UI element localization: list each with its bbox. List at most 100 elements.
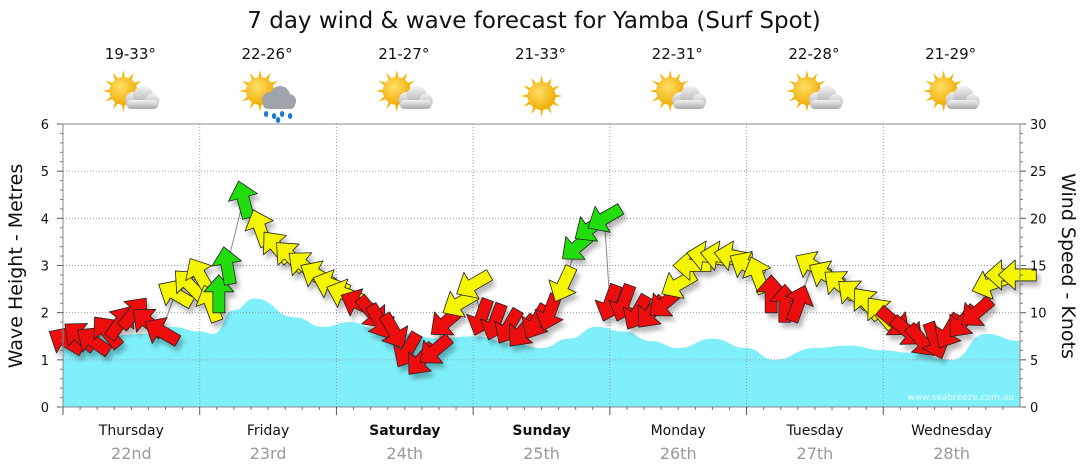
partly-cloudy-icon xyxy=(102,70,160,112)
wind-connector xyxy=(160,293,176,332)
sun-ray xyxy=(121,103,126,112)
day-name: Sunday xyxy=(512,423,570,439)
showers-icon xyxy=(239,70,297,123)
wind-arrows xyxy=(48,180,1037,375)
day-name: Thursday xyxy=(98,423,164,439)
sun-ray xyxy=(102,89,111,93)
cloud xyxy=(945,86,980,109)
day-temperature: 22-28° xyxy=(788,45,839,63)
cloud xyxy=(125,86,160,109)
wind-arrow xyxy=(378,311,409,349)
right-tick-label: 15 xyxy=(1030,260,1047,275)
cloud xyxy=(808,86,843,109)
rain-drop xyxy=(279,111,285,117)
sun-ray xyxy=(395,103,399,112)
cloud xyxy=(398,86,433,109)
sun-ray xyxy=(121,70,126,79)
wind-arrow xyxy=(211,246,242,286)
day-temperature: 21-33° xyxy=(515,45,566,63)
right-axis-title: Wind Speed - Knots xyxy=(1057,173,1079,359)
right-tick-label: 10 xyxy=(1030,307,1047,322)
day-labels: Thursday 22nd Friday 23rd Saturday 24th Sunday… xyxy=(62,407,1004,463)
temperature-row: 19-33° 22-26° 21-27° 21-33° 22-31° 22-28° 21-2… xyxy=(105,45,976,63)
day-temperature: 21-27° xyxy=(378,45,429,63)
day-temperature: 19-33° xyxy=(105,45,156,63)
day-name: Tuesday xyxy=(785,423,843,439)
partly-cloudy-icon xyxy=(922,70,980,112)
left-tick-label: 4 xyxy=(41,212,49,227)
sun-ray xyxy=(805,103,809,112)
right-axis: 0 5 10 15 20 25 30 xyxy=(1020,118,1047,416)
rain-drop xyxy=(275,117,281,123)
sun-ray xyxy=(805,70,809,79)
left-tick-label: 5 xyxy=(41,165,49,180)
left-tick-label: 6 xyxy=(41,118,49,133)
rain-drop xyxy=(263,111,269,117)
sun-ray xyxy=(922,89,931,93)
sun-ray xyxy=(258,103,262,112)
left-axis: 0 1 2 3 4 5 6 xyxy=(41,118,63,416)
wind-arrow xyxy=(587,203,625,233)
rain-drop xyxy=(287,113,293,119)
right-tick-label: 25 xyxy=(1030,165,1047,180)
rain-drop xyxy=(271,113,277,119)
plot-area: www.seabreeze.com.au xyxy=(48,123,1037,408)
left-tick-label: 1 xyxy=(41,354,49,369)
sun-ray xyxy=(539,75,544,84)
right-tick-label: 30 xyxy=(1030,118,1047,133)
day-date: 27th xyxy=(797,444,834,463)
day-date: 23rd xyxy=(250,444,287,463)
partly-cloudy-icon xyxy=(785,70,843,112)
day-date: 26th xyxy=(660,444,697,463)
sunny-icon xyxy=(520,75,563,117)
sun-disc xyxy=(527,82,556,110)
left-tick-label: 3 xyxy=(41,260,49,275)
sun-ray xyxy=(375,89,384,93)
wind-arrow xyxy=(144,317,182,347)
wind-arrow xyxy=(228,180,258,220)
wind-arrow xyxy=(419,333,454,364)
wind-arrow xyxy=(548,264,578,302)
left-tick-label: 0 xyxy=(41,401,49,416)
wave-height-area xyxy=(63,298,1020,407)
sun-ray xyxy=(941,70,946,79)
sun-ray xyxy=(785,89,795,93)
sun-ray xyxy=(520,94,529,98)
right-tick-label: 0 xyxy=(1030,401,1038,416)
right-tick-label: 20 xyxy=(1030,212,1047,227)
day-temperature: 21-29° xyxy=(925,45,976,63)
wind-arrow xyxy=(961,295,996,326)
chart-title: 7 day wind & wave forecast for Yamba (Su… xyxy=(247,8,820,34)
left-tick-label: 2 xyxy=(41,307,49,322)
day-temperature: 22-31° xyxy=(652,45,703,63)
sun-ray xyxy=(668,70,672,79)
partly-cloudy-icon xyxy=(375,70,433,112)
sun-ray xyxy=(941,103,946,112)
day-date: 28th xyxy=(933,444,970,463)
wind-arrow xyxy=(456,269,493,299)
day-date: 22nd xyxy=(111,444,152,463)
sun-ray xyxy=(239,89,248,93)
day-name: Monday xyxy=(651,423,706,439)
day-temperature: 22-26° xyxy=(242,45,293,63)
wind-arrow xyxy=(784,284,814,324)
cloud xyxy=(672,86,707,109)
left-axis-title: Wave Height - Metres xyxy=(5,164,27,368)
weather-icon-row xyxy=(102,70,980,123)
credit-text: www.seabreeze.com.au xyxy=(907,393,1014,403)
day-date: 24th xyxy=(386,444,423,463)
day-name: Friday xyxy=(247,423,289,439)
sun-ray xyxy=(554,94,563,98)
partly-cloudy-icon xyxy=(649,70,707,112)
sun-ray xyxy=(668,103,672,112)
day-name: Wednesday xyxy=(911,423,992,439)
sun-ray xyxy=(539,108,544,117)
sun-ray xyxy=(258,70,262,79)
day-date: 25th xyxy=(523,444,560,463)
cloud xyxy=(262,86,297,109)
wind-arrow xyxy=(997,259,1037,291)
right-tick-label: 5 xyxy=(1030,354,1038,369)
sun-ray xyxy=(395,70,399,79)
day-name: Saturday xyxy=(369,423,440,439)
